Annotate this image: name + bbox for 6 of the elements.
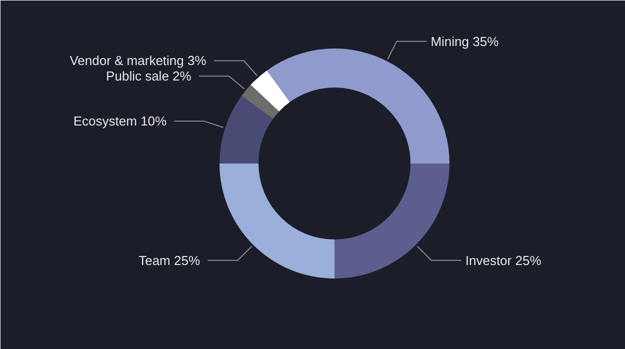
slice-label: Public sale 2%	[106, 68, 192, 84]
slice-label: Mining 35%	[430, 34, 500, 49]
slice-label: Ecosystem 10%	[73, 114, 168, 129]
slice-label: Investor 25%	[465, 252, 542, 268]
slice-label: Vendor & marketing 3%	[70, 53, 207, 68]
slice-label: Team 25%	[138, 252, 200, 268]
